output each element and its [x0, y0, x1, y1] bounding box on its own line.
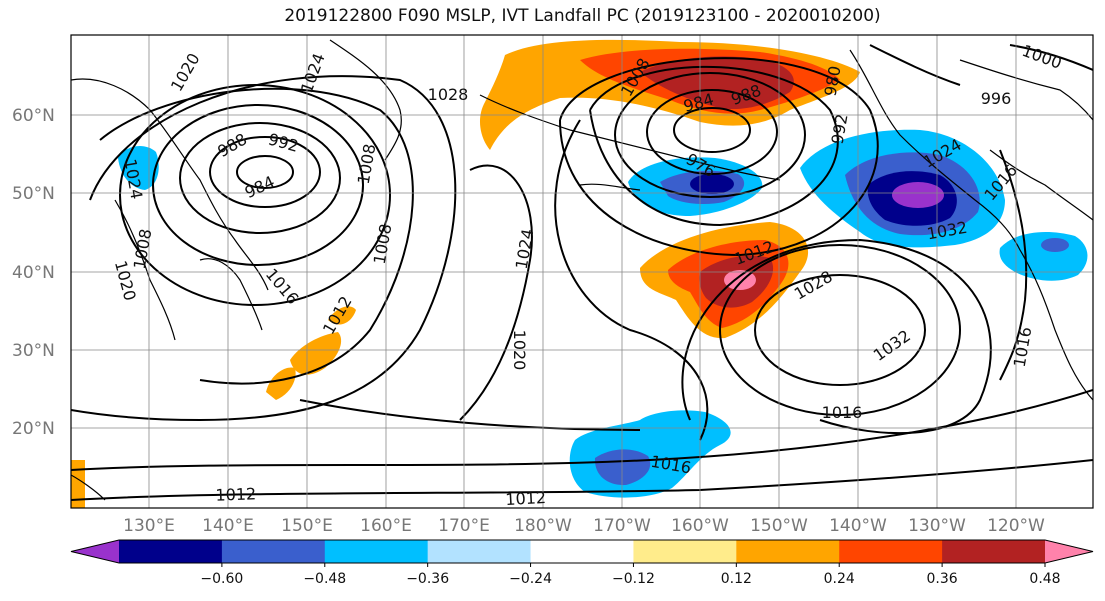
- ivt-shading: [71, 39, 1088, 508]
- colorbar-swatch: [942, 540, 1046, 563]
- lon-label: 140°E: [202, 516, 254, 536]
- isobar-label: 1020: [510, 330, 529, 371]
- coastlines: [71, 39, 1093, 501]
- isobar-label: 996: [981, 89, 1012, 108]
- colorbar-tick-label: −0.24: [509, 571, 552, 587]
- negative-anomaly-gulf-center: [892, 182, 944, 208]
- colorbar-tick-label: 0.24: [824, 571, 855, 587]
- colorbar-tick-label: −0.60: [200, 571, 243, 587]
- lat-label: 30°N: [12, 341, 55, 361]
- latitude-labels: 60°N 50°N 40°N 30°N 20°N: [12, 106, 55, 439]
- colorbar-tick-label: 0.12: [721, 571, 752, 587]
- negative-anomaly-westcoast-core: [1041, 238, 1069, 252]
- isobar-label: 1016: [822, 403, 863, 422]
- lat-label: 50°N: [12, 184, 55, 204]
- colorbar-swatch: [324, 540, 429, 563]
- lon-label: 150°W: [750, 516, 808, 536]
- lon-label: 160°E: [360, 516, 412, 536]
- lat-label: 60°N: [12, 106, 55, 126]
- lat-label: 40°N: [12, 263, 55, 283]
- plot-frame: [70, 34, 1094, 509]
- colorbar-outline: [70, 539, 1094, 564]
- negative-anomaly-aleutian-center: [690, 174, 734, 194]
- lon-label: 150°E: [281, 516, 333, 536]
- longitude-labels: 130°E 140°E 150°E 160°E 170°E 180°W 170°…: [123, 516, 1045, 536]
- colorbar-tick-label: −0.48: [303, 571, 346, 587]
- colorbar-tick-label: 0.48: [1029, 571, 1060, 587]
- colorbar-swatch: [221, 540, 326, 563]
- gridlines: [71, 35, 1093, 508]
- lon-label: 180°W: [514, 516, 572, 536]
- colorbar: −0.60 −0.48 −0.36 −0.24 −0.12 0.12 0.24 0.36 0.4…: [70, 539, 1094, 587]
- lon-label: 170°E: [438, 516, 490, 536]
- positive-anomaly-edge: [71, 460, 85, 508]
- lon-label: 130°W: [908, 516, 966, 536]
- positive-anomaly-aleutian-max: [640, 56, 794, 110]
- map-title: 2019122800 F090 MSLP, IVT Landfall PC (2…: [284, 6, 881, 26]
- lat-label: 20°N: [12, 419, 55, 439]
- colorbar-arrow-low: [71, 540, 119, 563]
- lon-label: 120°W: [987, 516, 1045, 536]
- colorbar-swatch: [839, 540, 943, 563]
- isobars: [71, 44, 1093, 501]
- positive-anomaly-west-3: [328, 306, 356, 325]
- colorbar-tick-label: 0.36: [927, 571, 958, 587]
- colorbar-swatch: [633, 540, 737, 563]
- lon-label: 160°W: [671, 516, 729, 536]
- isobar-label: 1028: [428, 85, 469, 104]
- colorbar-swatch: [736, 540, 840, 563]
- lon-label: 140°W: [829, 516, 887, 536]
- isobar-label: 1012: [215, 484, 256, 504]
- colorbar-swatch: [530, 540, 634, 563]
- colorbar-tick-label: −0.36: [406, 571, 449, 587]
- lon-label: 130°E: [123, 516, 175, 536]
- lon-label: 170°W: [593, 516, 651, 536]
- colorbar-arrow-high: [1045, 540, 1093, 563]
- negative-anomaly-subtropical-core: [594, 449, 651, 486]
- isobar-label: 1012: [505, 488, 547, 509]
- colorbar-swatch: [119, 540, 223, 563]
- colorbar-tick-label: −0.12: [612, 571, 655, 587]
- colorbar-swatch: [427, 540, 532, 563]
- positive-anomaly-west-2: [266, 367, 296, 400]
